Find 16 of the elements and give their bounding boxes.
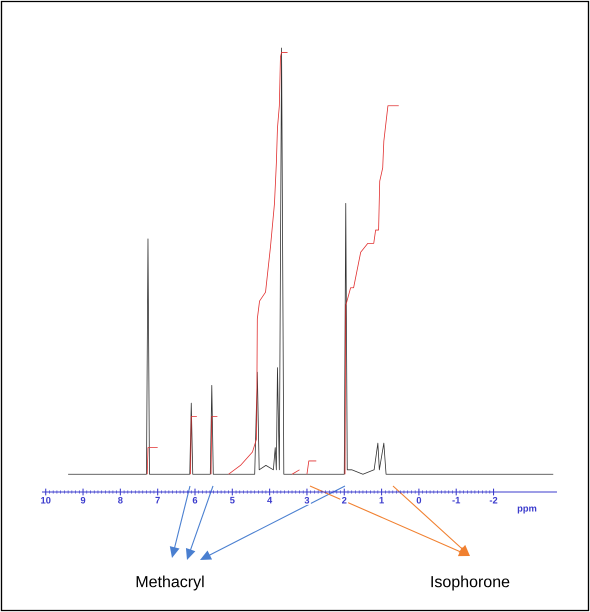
x-tick-label: 3 [304,496,310,504]
x-tick-label: 4 [267,496,272,504]
x-tick-label: -1 [452,496,460,504]
text: Methacryl [136,576,204,590]
x-tick-label: 8 [118,496,123,504]
text: Isophorone [431,576,510,590]
x-tick-label: 7 [155,496,160,504]
x-tick-label: 1 [380,496,384,504]
x-tick-label: 2 [342,496,346,504]
x-tick-label: 6 [192,496,198,504]
x-tick-label: 9 [80,496,86,504]
x-tick-label: 0 [416,496,422,504]
x-tick-label: 10 [41,496,51,504]
x-tick-label: -2 [490,496,498,504]
x-axis-title: ppm [518,506,536,514]
x-tick-label: 5 [230,496,235,504]
